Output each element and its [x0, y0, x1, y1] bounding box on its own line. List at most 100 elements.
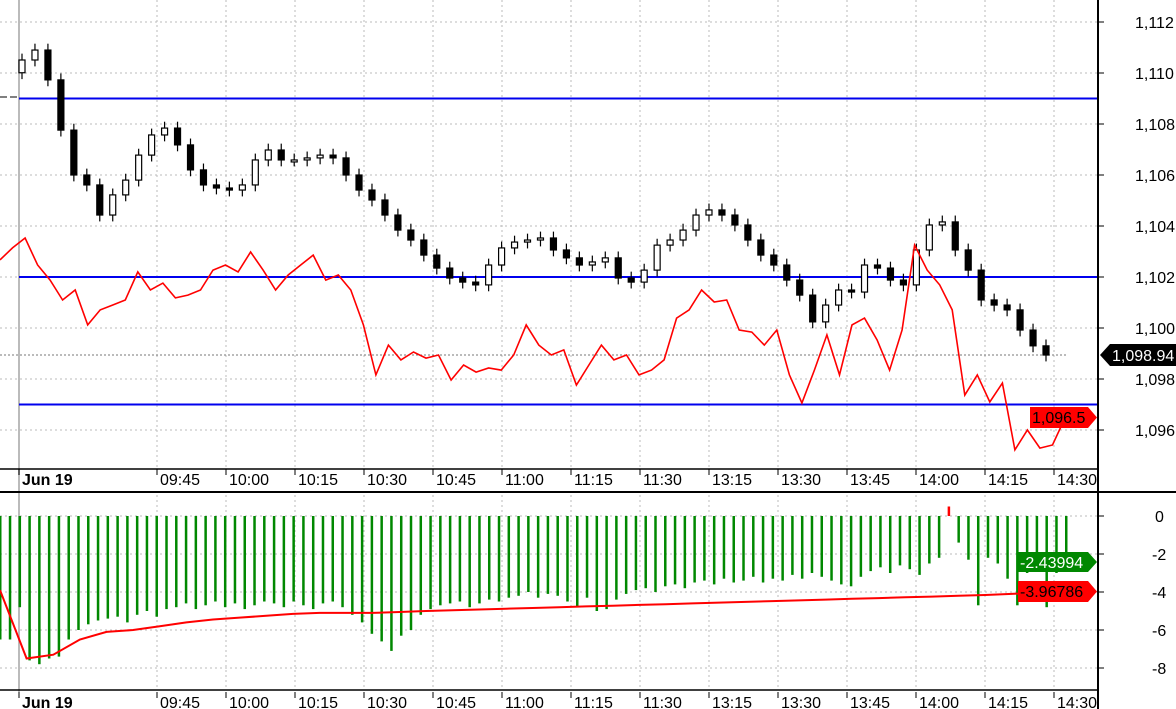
- candle-body-down: [57, 79, 65, 131]
- histogram-bar: [800, 516, 804, 579]
- candle-body-down: [873, 264, 882, 269]
- candle: [562, 243, 571, 265]
- histogram-bar: [527, 516, 530, 592]
- y-tick-label: 1,108: [1135, 117, 1175, 134]
- x-tick-label: 11:15: [574, 695, 613, 709]
- histogram-bar: [673, 516, 677, 585]
- candle-body-up: [666, 239, 674, 246]
- histogram-bar: [566, 516, 569, 602]
- histogram-bar: [487, 516, 491, 600]
- oscillator-line-label: -3.96786: [1020, 584, 1083, 601]
- histogram-bar: [957, 516, 960, 543]
- candle-body-down: [575, 257, 583, 266]
- x-tick-label: 09:45: [160, 695, 200, 709]
- histogram-last-badge: -2.43994: [1018, 552, 1097, 572]
- histogram-bar: [8, 516, 12, 640]
- candle: [718, 203, 726, 222]
- last-price-label: 1,098.94: [1112, 348, 1174, 365]
- candle-body-down: [368, 189, 376, 201]
- candle-body-down: [1016, 309, 1024, 331]
- histogram-bar: [605, 516, 608, 610]
- candle: [575, 251, 583, 272]
- x-tick-label: 14:15: [988, 472, 1028, 489]
- histogram-bar: [126, 516, 129, 623]
- candle: [122, 173, 130, 202]
- y-tick-label: 1,104: [1135, 219, 1175, 236]
- histogram-bar: [947, 506, 951, 516]
- y-tick-label: 0: [1155, 509, 1164, 526]
- candle: [549, 231, 558, 257]
- histogram-bar: [439, 516, 442, 606]
- histogram-bar: [928, 516, 931, 564]
- candle-body-up: [148, 134, 156, 156]
- candle: [757, 233, 765, 262]
- x-tick-label: 10:45: [436, 472, 476, 489]
- candle-body-up: [601, 257, 609, 263]
- candle: [44, 43, 52, 87]
- candle-body-up: [588, 261, 596, 266]
- candle-body-down: [627, 277, 635, 283]
- candle: [666, 233, 674, 252]
- histogram-bar: [145, 516, 149, 611]
- candle: [135, 148, 143, 187]
- candle-body-down: [744, 224, 752, 241]
- histogram-bar: [996, 516, 1000, 564]
- y-tick-label: 1,096: [1135, 423, 1175, 440]
- histogram-bar: [67, 516, 70, 640]
- candle-body-down: [83, 174, 91, 186]
- candle: [1003, 298, 1011, 317]
- candle-body-up: [822, 304, 830, 323]
- candle-body-down: [70, 129, 78, 176]
- candle-body-up: [835, 289, 843, 306]
- histogram-bar: [282, 516, 286, 608]
- histogram-bar: [96, 516, 100, 621]
- candle-body-up: [238, 184, 246, 191]
- candle: [523, 233, 532, 249]
- histogram-bar: [869, 516, 872, 572]
- indicator-label: 1,096.5: [1032, 410, 1085, 427]
- candle-body-down: [96, 184, 104, 216]
- candle-body-down: [549, 237, 558, 251]
- candle-body-down: [433, 254, 441, 269]
- histogram-bar: [87, 516, 90, 625]
- y-tick-label: 1,100: [1135, 321, 1175, 338]
- candle-body-down: [329, 154, 337, 159]
- histogram-bar: [18, 516, 22, 608]
- histogram-bar: [360, 516, 364, 623]
- candle: [497, 241, 506, 272]
- candle: [173, 121, 182, 152]
- y-tick-label: 1,112: [1135, 15, 1174, 32]
- candle: [1029, 323, 1037, 353]
- histogram-bar: [321, 516, 325, 604]
- candle-body-down: [731, 214, 739, 226]
- candle: [1016, 303, 1024, 337]
- candle: [1042, 339, 1050, 362]
- candle-body-down: [757, 239, 765, 256]
- candle: [485, 258, 493, 292]
- candle: [160, 121, 169, 142]
- candle: [627, 271, 635, 289]
- candle-body-up: [290, 159, 298, 163]
- x-tick-label: Jun 19: [22, 472, 73, 489]
- candle-body-down: [964, 249, 972, 271]
- candle-body-down: [951, 221, 959, 251]
- histogram-bar: [419, 516, 423, 615]
- x-tick-label: 13:30: [781, 695, 821, 709]
- y-tick-label: 1,098: [1135, 372, 1175, 389]
- y-tick-label: 1,110: [1135, 66, 1174, 83]
- candle-body-down: [886, 267, 895, 281]
- candle-body-up: [485, 264, 493, 286]
- candle-body-down: [472, 281, 480, 286]
- histogram-bar: [341, 516, 344, 608]
- histogram-bar: [859, 516, 863, 577]
- candle: [342, 151, 350, 182]
- candle: [899, 273, 908, 292]
- candle: [303, 151, 311, 167]
- histogram-bar: [370, 516, 374, 634]
- price-pane-grid: [0, 0, 1098, 468]
- candle-body-down: [199, 169, 208, 186]
- candle: [977, 263, 985, 307]
- histogram-bar: [380, 516, 383, 642]
- histogram-bar: [752, 516, 755, 577]
